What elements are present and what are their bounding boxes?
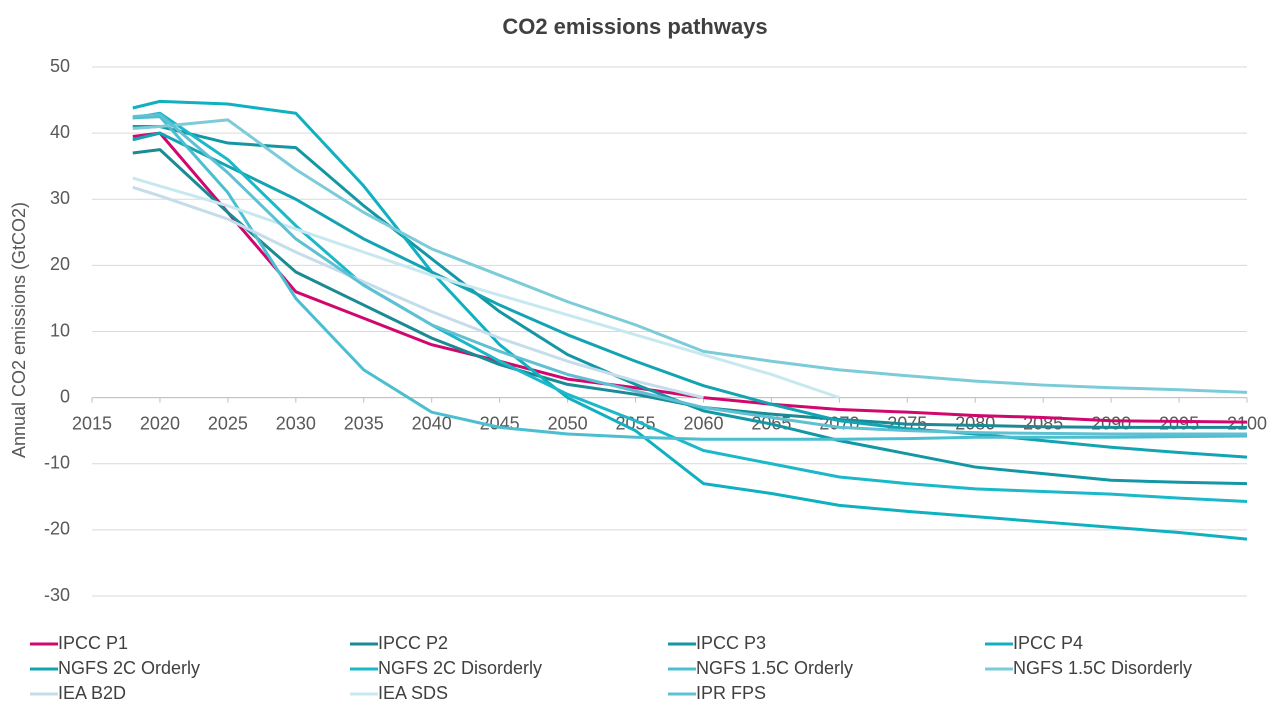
- x-tick-label: 2050: [548, 413, 588, 433]
- x-tick-label: 2030: [276, 413, 316, 433]
- series-line: [132, 148, 1247, 429]
- series-line: [132, 111, 1248, 503]
- legend-label: IEA B2D: [58, 683, 126, 703]
- y-tick-label: 20: [50, 254, 70, 274]
- y-tick-label: 0: [60, 386, 70, 406]
- y-tick-label: 30: [50, 188, 70, 208]
- series-line: [132, 99, 1248, 541]
- y-tick-label: 50: [50, 56, 70, 76]
- x-tick-label: 2095: [1159, 413, 1199, 433]
- chart-title: CO2 emissions pathways: [502, 14, 767, 39]
- x-tick-label: 2015: [72, 413, 112, 433]
- x-tick-label: 2090: [1091, 413, 1131, 433]
- y-tick-label: 40: [50, 122, 70, 142]
- x-tick-label: 2025: [208, 413, 248, 433]
- series-line: [132, 125, 1248, 486]
- x-tick-label: 2060: [683, 413, 723, 433]
- legend-label: NGFS 1.5C Orderly: [696, 658, 853, 678]
- y-tick-label: -10: [44, 453, 70, 473]
- x-tick-label: 2035: [344, 413, 384, 433]
- series-line: [132, 118, 1248, 394]
- legend-label: IPCC P2: [378, 633, 448, 653]
- y-tick-label: -30: [44, 585, 70, 605]
- legend-label: IPCC P4: [1013, 633, 1083, 653]
- legend-label: NGFS 2C Disorderly: [378, 658, 542, 678]
- legend-label: NGFS 1.5C Disorderly: [1013, 658, 1192, 678]
- legend-label: IPCC P3: [696, 633, 766, 653]
- series-line: [132, 115, 1248, 441]
- y-tick-label: 10: [50, 320, 70, 340]
- series-line: [132, 185, 704, 400]
- series-line: [132, 131, 1248, 459]
- series-line: [132, 113, 1247, 436]
- y-axis-label: Annual CO2 emissions (GtCO2): [9, 202, 29, 458]
- y-tick-label: -20: [44, 519, 70, 539]
- series-line: [132, 131, 1248, 424]
- x-tick-label: 2020: [140, 413, 180, 433]
- x-tick-label: 2080: [955, 413, 995, 433]
- legend-label: IEA SDS: [378, 683, 448, 703]
- series-line: [132, 176, 840, 400]
- legend-label: IPR FPS: [696, 683, 766, 703]
- legend-label: NGFS 2C Orderly: [58, 658, 200, 678]
- legend-label: IPCC P1: [58, 633, 128, 653]
- x-tick-label: 2040: [412, 413, 452, 433]
